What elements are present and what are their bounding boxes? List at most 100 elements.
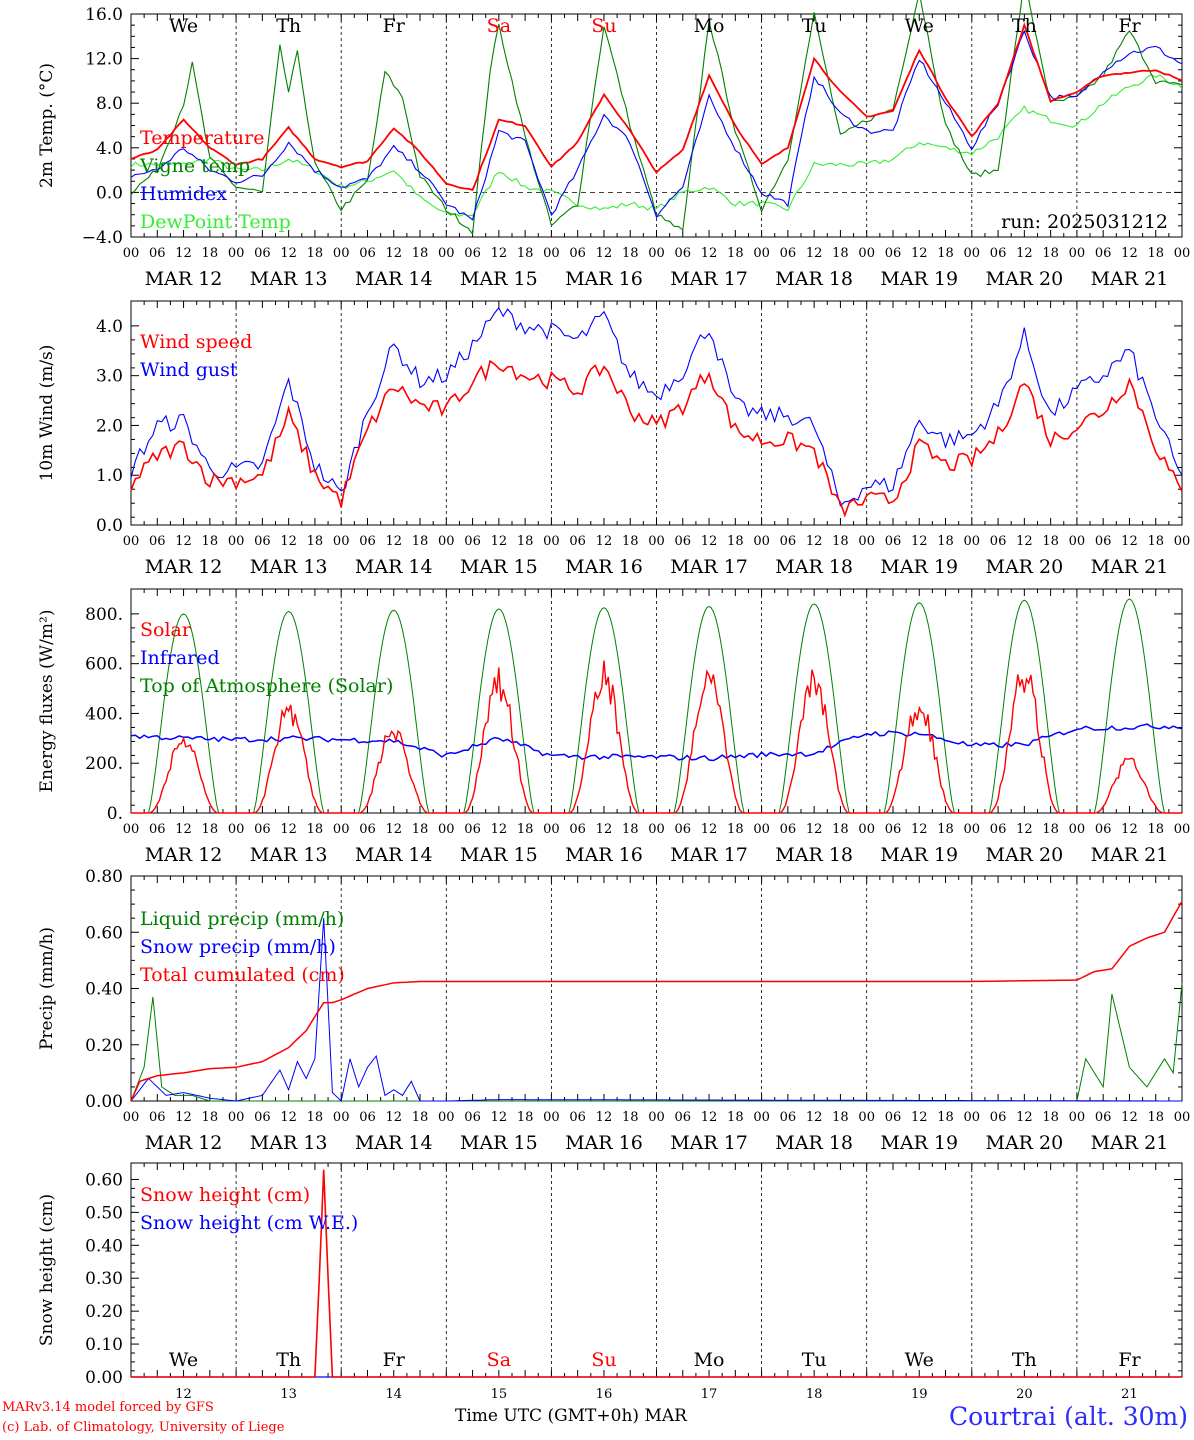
hour-tick-label: 06 xyxy=(149,1110,166,1125)
hour-tick-label: 06 xyxy=(149,246,166,261)
hour-tick-label: 18 xyxy=(412,1110,429,1125)
day-number-label: 14 xyxy=(385,1387,402,1402)
y-tick-label: 0.40 xyxy=(85,1236,123,1256)
hour-tick-label: 06 xyxy=(464,534,481,549)
y-tick-label: 600. xyxy=(85,655,123,675)
hour-tick-label: 00 xyxy=(858,534,875,549)
y-tick-label: 0.0 xyxy=(96,183,123,203)
hour-tick-label: 18 xyxy=(1147,246,1164,261)
hour-tick-label: 06 xyxy=(780,1110,797,1125)
date-label: MAR 12 xyxy=(145,844,223,866)
weekday-label: Su xyxy=(591,1349,616,1371)
hour-tick-label: 12 xyxy=(491,246,508,261)
hour-tick-label: 00 xyxy=(1174,246,1191,261)
hour-tick-label: 12 xyxy=(385,822,402,837)
series-temperature xyxy=(130,22,1183,191)
y-tick-label: 8.0 xyxy=(96,94,123,114)
legend-solar: Solar xyxy=(140,619,192,641)
date-label: MAR 15 xyxy=(460,1132,538,1154)
hour-tick-label: 06 xyxy=(149,822,166,837)
hour-tick-label: 18 xyxy=(622,534,639,549)
chart-panel-2: 4.0 3.0 2.0 1.0 0.0 10m Wind (m/s) Wind speed W… xyxy=(37,300,1183,536)
hour-tick-label: 00 xyxy=(753,534,770,549)
hour-tick-label: 06 xyxy=(464,1110,481,1125)
chart-panel-5: 0.60 0.50 0.40 0.30 0.20 0.10 0.00 Snow height … xyxy=(37,1162,1183,1388)
weekday-label: Fr xyxy=(383,1349,406,1371)
hour-tick-label: 06 xyxy=(359,822,376,837)
hour-tick-label: 00 xyxy=(1069,1110,1086,1125)
legend-vigne-temp: Vigne temp xyxy=(139,155,250,177)
hour-tick-label: 00 xyxy=(438,246,455,261)
hour-tick-label: 18 xyxy=(832,822,849,837)
hour-tick-label: 00 xyxy=(123,1110,140,1125)
hour-tick-label: 00 xyxy=(858,822,875,837)
hour-tick-label: 12 xyxy=(701,1110,718,1125)
x-axis-labels: 00 06 12 18 00 06 12 18 00 06 12 18 00 06 12 18 00 06 12 18… xyxy=(123,246,1191,290)
hour-tick-label: 00 xyxy=(858,1110,875,1125)
date-label: MAR 21 xyxy=(1091,844,1169,866)
hour-tick-label: 00 xyxy=(438,1110,455,1125)
hour-tick-label: 12 xyxy=(806,1110,823,1125)
series-humidex xyxy=(130,29,1183,221)
date-label: MAR 13 xyxy=(250,844,328,866)
date-label: MAR 19 xyxy=(880,844,958,866)
hour-tick-label: 00 xyxy=(648,1110,665,1125)
hour-tick-label: 18 xyxy=(517,822,534,837)
y-tick-label: 4.0 xyxy=(96,139,123,159)
hour-tick-label: 00 xyxy=(438,534,455,549)
day-number-label: 18 xyxy=(806,1387,823,1402)
hour-tick-label: 12 xyxy=(596,534,613,549)
weekday-label: We xyxy=(905,15,934,37)
legend-dewpoint-temp: DewPoint Temp xyxy=(140,211,291,233)
y-tick-label: 0.30 xyxy=(85,1269,123,1289)
y-tick-label: 0.20 xyxy=(85,1036,123,1056)
hour-tick-label: 18 xyxy=(1147,534,1164,549)
series-wind-speed xyxy=(130,359,1183,518)
hour-tick-label: 00 xyxy=(1174,534,1191,549)
hour-tick-label: 12 xyxy=(911,822,928,837)
weekday-label: Th xyxy=(1012,15,1037,37)
hour-tick-label: 18 xyxy=(1042,1110,1059,1125)
x-axis-labels: 00 06 12 18 00 06 12 18 00 06 12 18 00 06 12 18 00 06 12 18… xyxy=(123,534,1191,578)
hour-tick-label: 00 xyxy=(228,534,245,549)
hour-tick-label: 00 xyxy=(964,246,981,261)
hour-tick-label: 00 xyxy=(438,822,455,837)
plot-frame xyxy=(130,588,1183,814)
date-label: MAR 20 xyxy=(985,268,1063,290)
site-name: Courtrai (alt. 30m) xyxy=(949,1402,1188,1431)
hour-tick-label: 00 xyxy=(964,1110,981,1125)
hour-tick-label: 18 xyxy=(202,534,219,549)
lab-credit: (c) Lab. of Climatology, University of L… xyxy=(2,1420,285,1435)
hour-tick-label: 06 xyxy=(254,822,271,837)
date-label: MAR 13 xyxy=(250,1132,328,1154)
y-tick-label: 0.60 xyxy=(85,1170,123,1190)
hour-tick-label: 06 xyxy=(780,534,797,549)
hour-tick-label: 06 xyxy=(885,534,902,549)
y-tick-label: 800. xyxy=(85,605,123,625)
hour-tick-label: 00 xyxy=(1174,1110,1191,1125)
hour-tick-label: 18 xyxy=(622,822,639,837)
hour-tick-label: 18 xyxy=(1042,534,1059,549)
hour-tick-label: 18 xyxy=(1147,1110,1164,1125)
series-total-cumulated xyxy=(130,900,1183,1102)
series-solar xyxy=(131,660,1182,814)
legend-liquid-precip-mm-h: Liquid precip (mm/h) xyxy=(140,908,344,930)
hour-tick-label: 06 xyxy=(885,246,902,261)
y-tick-label: 2.0 xyxy=(96,416,123,436)
hour-tick-label: 06 xyxy=(990,1110,1007,1125)
hour-tick-label: 18 xyxy=(622,246,639,261)
weekday-label: We xyxy=(169,1349,198,1371)
hour-tick-label: 18 xyxy=(517,534,534,549)
hour-tick-label: 00 xyxy=(648,246,665,261)
hour-tick-label: 06 xyxy=(569,534,586,549)
date-label: MAR 16 xyxy=(565,556,643,578)
hour-tick-label: 00 xyxy=(1069,246,1086,261)
hour-tick-label: 12 xyxy=(280,822,297,837)
weekday-label: Fr xyxy=(1118,15,1141,37)
hour-tick-label: 12 xyxy=(1016,534,1033,549)
date-label: MAR 18 xyxy=(775,844,853,866)
hour-tick-label: 18 xyxy=(727,534,744,549)
date-label: MAR 14 xyxy=(355,1132,433,1154)
legend-total-cumulated-cm: Total cumulated (cm) xyxy=(140,964,345,986)
